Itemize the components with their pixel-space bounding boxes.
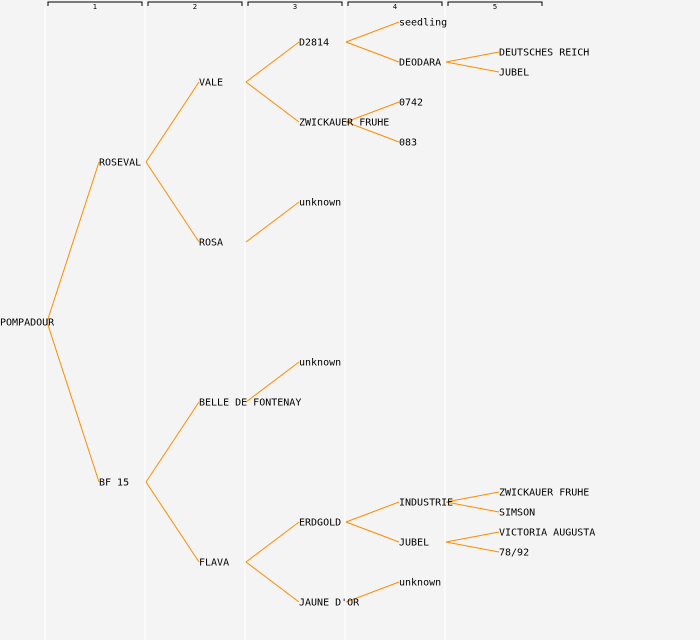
pedigree-node[interactable]: ROSEVAL — [99, 158, 141, 169]
pedigree-node[interactable]: POMPADOUR — [0, 318, 55, 329]
pedigree-node[interactable]: VICTORIA AUGUSTA — [499, 528, 595, 539]
pedigree-node[interactable]: BF 15 — [99, 478, 129, 489]
connector-line — [145, 481, 200, 563]
connector-line — [345, 501, 400, 523]
pedigree-node[interactable]: VALE — [199, 78, 223, 89]
connector-line — [345, 521, 400, 543]
pedigree-node[interactable]: JAUNE D'OR — [299, 598, 360, 609]
connector-line — [145, 81, 200, 163]
pedigree-node[interactable]: DEODARA — [399, 58, 441, 69]
pedigree-node[interactable]: 083 — [399, 138, 417, 149]
pedigree-node[interactable]: SIMSON — [499, 508, 535, 519]
generation-number: 1 — [93, 3, 97, 11]
connector-lines — [46, 21, 500, 603]
pedigree-node[interactable]: 78/92 — [499, 548, 529, 559]
generation-number: 2 — [193, 3, 197, 11]
connector-line — [245, 81, 300, 123]
connector-line — [345, 41, 400, 63]
connector-line — [445, 51, 500, 63]
connector-line — [145, 161, 200, 243]
generation-bracket — [247, 1, 343, 6]
connector-line — [245, 521, 300, 563]
generation-bracket — [447, 1, 543, 6]
pedigree-node[interactable]: ROSA — [199, 238, 223, 249]
generation-number: 3 — [293, 3, 297, 11]
pedigree-node[interactable]: JUBEL — [399, 538, 429, 549]
pedigree-node[interactable]: BELLE DE FONTENAY — [199, 398, 301, 409]
generation-header: 1 2 3 4 5 — [47, 1, 543, 11]
pedigree-node[interactable]: ERDGOLD — [299, 518, 341, 529]
pedigree-node[interactable]: DEUTSCHES REICH — [499, 48, 589, 59]
pedigree-node[interactable]: 0742 — [399, 98, 423, 109]
connector-line — [445, 541, 500, 553]
connector-line — [445, 531, 500, 543]
connector-line — [245, 41, 300, 83]
generation-number: 5 — [493, 3, 497, 11]
generation-bracket — [47, 1, 143, 6]
connector-line — [245, 361, 300, 403]
connector-line — [46, 321, 100, 483]
connector-line — [46, 161, 100, 323]
pedigree-node[interactable]: unknown — [399, 578, 441, 589]
tree-nodes: POMPADOUR ROSEVAL VALE D2814 seedling DEODARA… — [0, 18, 595, 609]
pedigree-node[interactable]: ZWICKAUER FRUHE — [299, 118, 389, 129]
connector-line — [445, 501, 500, 513]
pedigree-node[interactable]: INDUSTRIE — [399, 498, 453, 509]
connector-line — [145, 401, 200, 483]
pedigree-node[interactable]: unknown — [299, 358, 341, 369]
pedigree-node[interactable]: ZWICKAUER FRUHE — [499, 488, 589, 499]
pedigree-node[interactable]: JUBEL — [499, 68, 529, 79]
connector-line — [345, 21, 400, 43]
pedigree-node[interactable]: FLAVA — [199, 558, 229, 569]
generation-bracket — [347, 1, 443, 6]
generation-bracket — [147, 1, 243, 6]
connector-line — [345, 121, 400, 143]
connector-line — [345, 101, 400, 123]
connector-line — [445, 491, 500, 503]
generation-number: 4 — [393, 3, 398, 11]
connector-line — [245, 561, 300, 603]
connector-line — [245, 201, 300, 243]
connector-line — [445, 61, 500, 73]
pedigree-node[interactable]: seedling — [399, 18, 447, 29]
pedigree-node[interactable]: D2814 — [299, 38, 329, 49]
pedigree-node[interactable]: unknown — [299, 198, 341, 209]
column-dividers — [44, 4, 446, 640]
connector-line — [345, 581, 400, 603]
